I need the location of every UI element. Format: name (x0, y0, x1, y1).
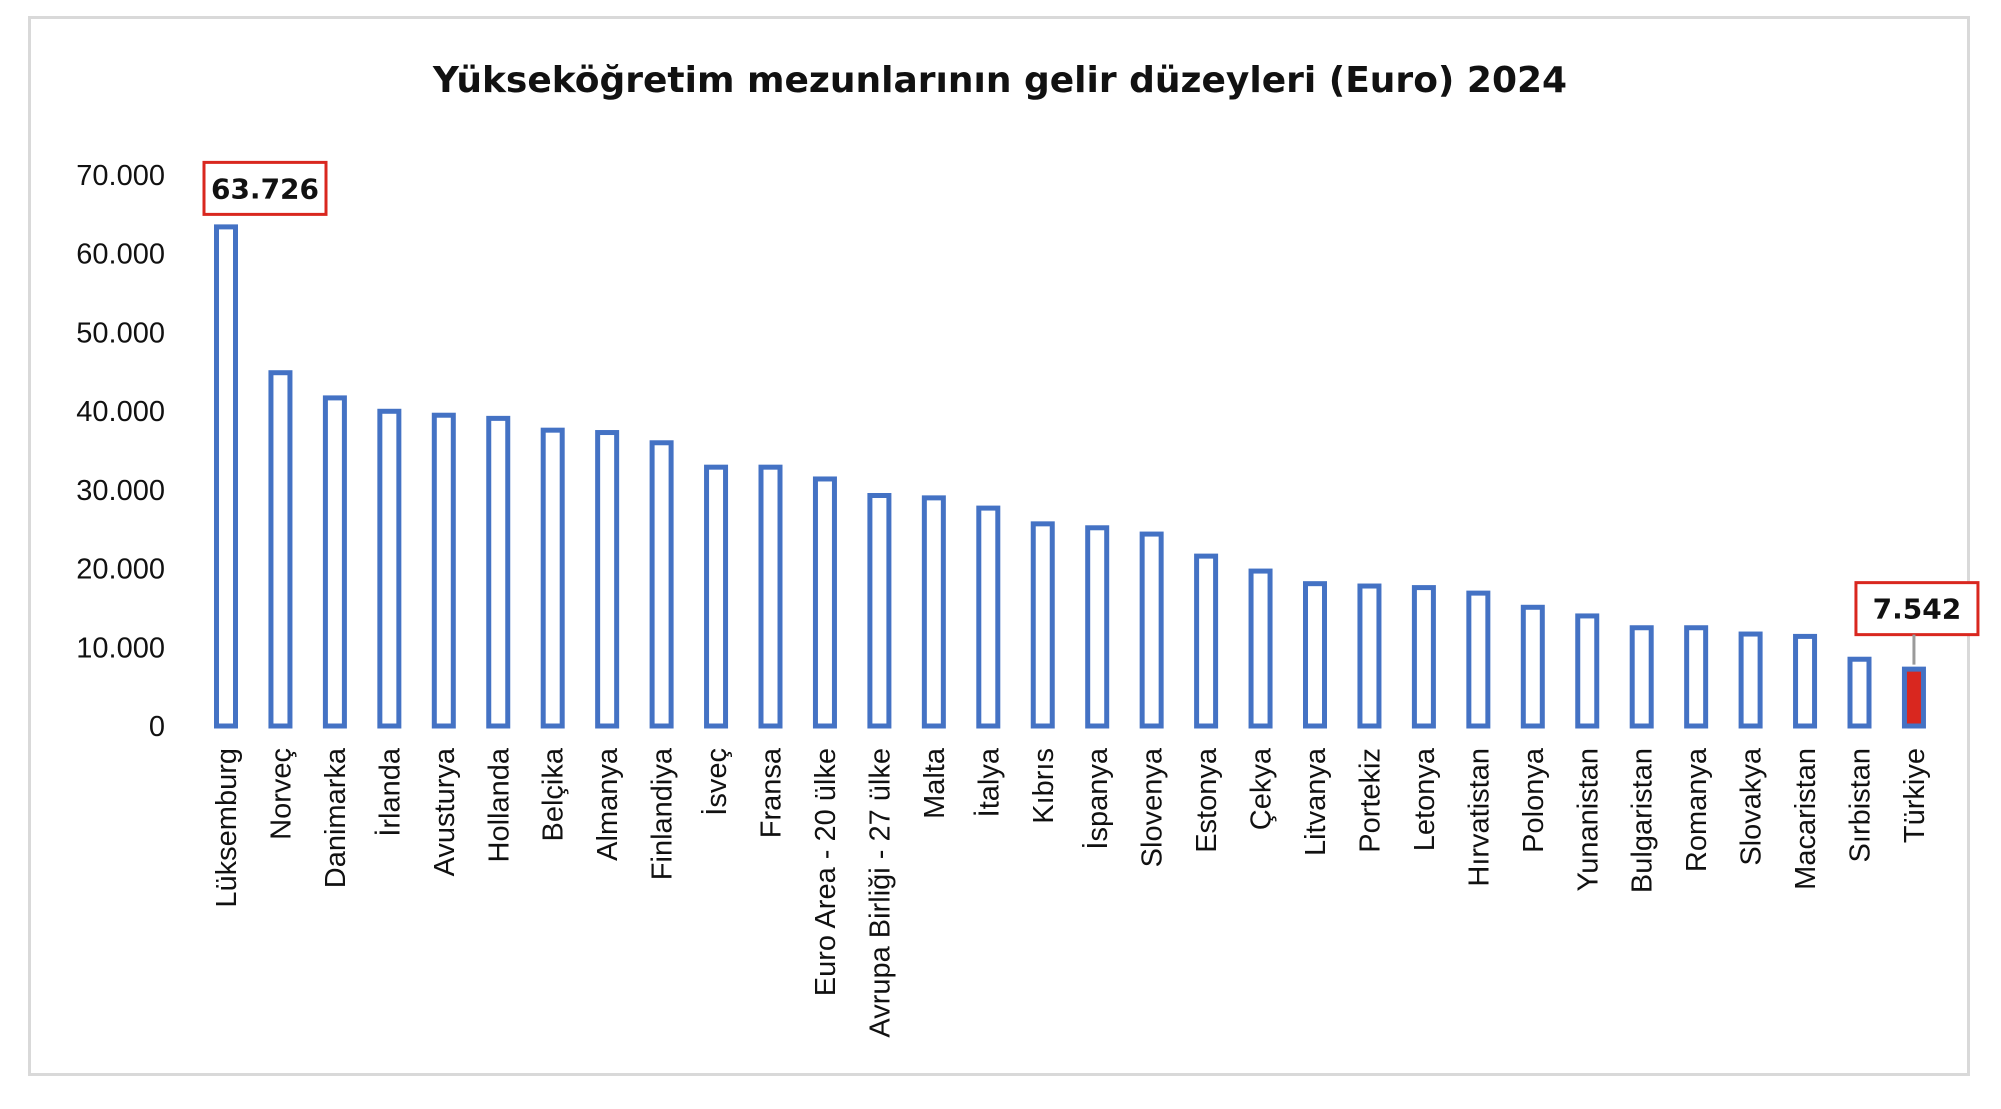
y-tick-label: 70.000 (76, 160, 165, 192)
x-tick-label: Estonya (1191, 747, 1223, 853)
bar (1847, 656, 1872, 729)
bar (1793, 633, 1818, 729)
bar (540, 427, 565, 729)
bar (1901, 666, 1926, 729)
data-label: 63.726 (211, 172, 319, 205)
bar (1194, 553, 1219, 729)
bar (704, 464, 729, 729)
bar (1085, 525, 1110, 729)
x-tick-label: Avusturya (429, 747, 461, 876)
bar (1303, 581, 1327, 729)
bar (377, 408, 402, 729)
bar (1411, 585, 1436, 729)
bar (1684, 625, 1709, 729)
bar (976, 505, 1001, 729)
x-tick-label: Hırvatistan (1463, 748, 1495, 887)
x-tick-label: Fransa (756, 747, 788, 838)
y-axis: 0 10.000 20.000 30.000 40.000 50.000 60.000 70.… (76, 160, 165, 743)
x-tick-label: İtalya (972, 747, 1005, 817)
callout-box (202, 160, 328, 216)
y-tick-label: 10.000 (76, 632, 165, 664)
x-tick-label: İsveç (700, 748, 733, 816)
bar (1466, 590, 1491, 729)
bar (1248, 568, 1273, 729)
data-label: 7.542 (1873, 593, 1962, 626)
bar (921, 495, 946, 729)
x-tick-label: Kıbrıs (1028, 748, 1060, 824)
bar (1738, 631, 1763, 729)
y-tick-label: 50.000 (76, 317, 165, 349)
x-tick-label: Almanya (592, 747, 624, 861)
x-tick-label: Belçika (538, 747, 570, 841)
bar (214, 224, 238, 729)
x-tick-label: Hollanda (483, 747, 515, 862)
x-tick-label: Portekiz (1354, 748, 1386, 853)
bar (486, 415, 511, 729)
bar (1357, 583, 1382, 729)
y-tick-label: 60.000 (76, 239, 165, 271)
bar (268, 370, 293, 729)
callouts: 63.726 7.542 (202, 160, 1980, 665)
x-tick-label: Slovakya (1736, 747, 1768, 866)
x-tick-label: Polonya (1518, 747, 1550, 853)
x-tick-label: İspanya (1081, 747, 1114, 849)
bar (431, 412, 456, 729)
x-tick-label: Slovenya (1137, 747, 1169, 867)
x-tick-label: Danimarka (320, 747, 352, 888)
y-tick-label: 20.000 (76, 554, 165, 586)
x-tick-label: Malta (919, 747, 951, 819)
chart-title: Yükseköğretim mezunlarının gelir düzeyle… (432, 60, 1567, 101)
x-axis: Lüksemburg Norveç Danimarka İrlanda Avustury… (211, 747, 1931, 1037)
x-tick-label: Litvanya (1300, 747, 1332, 856)
x-tick-label: Avrupa Birliği - 27 ülke (864, 748, 896, 1038)
bar (1520, 604, 1545, 729)
y-tick-label: 30.000 (76, 475, 165, 507)
x-tick-label: Finlandiya (647, 747, 679, 880)
bar (867, 493, 892, 729)
x-tick-label: Norveç (265, 748, 297, 840)
bar (1139, 531, 1164, 729)
bar (595, 430, 620, 729)
bar (322, 395, 347, 729)
y-tick-label: 0 (149, 711, 165, 743)
x-tick-label: Yunanistan (1572, 748, 1604, 892)
x-tick-label: İrlanda (373, 747, 406, 837)
x-tick-label: Lüksemburg (211, 748, 243, 908)
x-tick-label: Euro Area - 20 ülke (810, 748, 842, 996)
bar (1030, 521, 1055, 729)
bar (1629, 625, 1654, 729)
x-tick-label: Romanya (1681, 747, 1713, 872)
bar (649, 440, 674, 729)
callout-box (1854, 581, 1980, 637)
x-tick-label: Türkiye (1899, 748, 1931, 843)
y-tick-label: 40.000 (76, 396, 165, 428)
x-tick-label: Sırbistan (1845, 748, 1877, 862)
bar (812, 476, 837, 729)
x-tick-label: Letonya (1409, 747, 1441, 851)
bars (214, 224, 1926, 729)
x-tick-label: Çekya (1246, 747, 1278, 830)
x-tick-label: Macaristan (1790, 748, 1822, 890)
x-tick-label: Bulgaristan (1627, 748, 1659, 893)
bar (758, 464, 783, 729)
bar (1575, 613, 1600, 729)
